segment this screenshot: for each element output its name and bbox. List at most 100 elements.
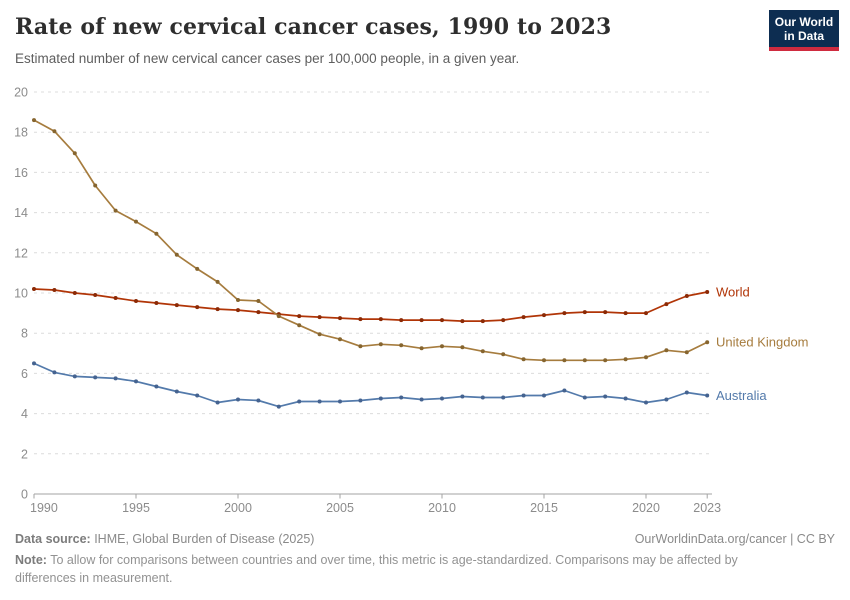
- world-point: [52, 288, 57, 292]
- chart-title: Rate of new cervical cancer cases, 1990 …: [15, 14, 612, 40]
- x-axis-tick-label: 1995: [122, 501, 150, 515]
- world-point: [623, 311, 628, 316]
- united-kingdom-point: [705, 340, 710, 345]
- united-kingdom-point: [338, 337, 342, 342]
- australia-point: [338, 399, 342, 404]
- australia-point: [72, 374, 77, 379]
- united-kingdom-point: [32, 118, 36, 123]
- world-point: [32, 287, 36, 291]
- world-point: [297, 314, 302, 319]
- owid-logo-line2: in Data: [783, 29, 824, 43]
- world-point: [113, 296, 118, 300]
- australia-point: [399, 395, 404, 400]
- australia-point: [317, 399, 322, 404]
- world-point: [358, 317, 363, 322]
- united-kingdom-label[interactable]: United Kingdom: [716, 335, 809, 350]
- united-kingdom-point: [480, 349, 485, 354]
- australia-point: [644, 400, 648, 405]
- australia-point: [684, 390, 689, 395]
- united-kingdom-point: [276, 314, 281, 319]
- united-kingdom-point: [378, 342, 383, 347]
- united-kingdom-point: [582, 358, 587, 363]
- australia-point: [134, 379, 138, 384]
- australia-point: [521, 393, 526, 398]
- data-source-text: IHME, Global Burden of Disease (2025): [90, 532, 315, 546]
- world-point: [521, 315, 526, 320]
- world-point: [684, 294, 689, 298]
- united-kingdom-point: [440, 344, 444, 349]
- x-axis-tick-label: 2010: [428, 501, 456, 515]
- world-point: [378, 317, 383, 322]
- y-axis-tick-label: 14: [14, 206, 28, 220]
- world-point: [134, 299, 138, 303]
- australia-point: [480, 395, 485, 400]
- australia-point: [276, 404, 281, 409]
- united-kingdom-point: [52, 129, 57, 134]
- australia-point: [419, 397, 424, 402]
- australia-point: [215, 400, 220, 405]
- world-point: [603, 310, 608, 315]
- united-kingdom-line[interactable]: [33, 119, 709, 362]
- united-kingdom-point: [603, 358, 608, 363]
- australia-point: [623, 396, 628, 401]
- australia-point: [378, 396, 383, 401]
- united-kingdom-point: [113, 208, 118, 213]
- australia-point: [562, 388, 567, 393]
- australia-point: [501, 395, 506, 400]
- x-axis-tick-label: 1990: [30, 501, 58, 515]
- citation-link[interactable]: OurWorldinData.org/cancer | CC BY: [634, 532, 835, 546]
- australia-label[interactable]: Australia: [716, 388, 767, 403]
- owid-logo[interactable]: Our World in Data: [769, 10, 839, 51]
- y-axis-tick-label: 8: [21, 327, 28, 341]
- united-kingdom-point: [521, 357, 526, 362]
- australia-point: [32, 361, 36, 366]
- note-line: Note: To allow for comparisons between c…: [15, 552, 749, 587]
- australia-point: [440, 396, 444, 401]
- y-axis-tick-label: 20: [14, 86, 28, 100]
- united-kingdom-point: [562, 358, 567, 363]
- united-kingdom-point: [501, 352, 506, 357]
- australia-line[interactable]: [33, 362, 709, 408]
- world-point: [644, 311, 648, 316]
- australia-point: [256, 398, 261, 403]
- united-kingdom-point: [317, 332, 322, 337]
- world-point: [501, 318, 506, 323]
- australia-point: [460, 394, 465, 399]
- united-kingdom-point: [358, 344, 363, 349]
- united-kingdom-point: [134, 219, 138, 224]
- y-axis-tick-label: 18: [14, 126, 28, 140]
- world-point: [93, 293, 98, 297]
- x-axis-tick-label: 2023: [693, 501, 721, 515]
- united-kingdom-point: [215, 279, 220, 284]
- united-kingdom-point: [623, 357, 628, 362]
- y-axis-tick-label: 16: [14, 166, 28, 180]
- australia-point: [358, 398, 363, 403]
- world-point: [460, 319, 465, 324]
- united-kingdom-point: [542, 358, 546, 363]
- australia-point: [705, 393, 710, 398]
- data-source-line: Data source: IHME, Global Burden of Dise…: [15, 531, 314, 549]
- united-kingdom-point: [664, 348, 669, 353]
- world-point: [317, 315, 322, 320]
- australia-point: [664, 397, 669, 402]
- australia-point: [236, 397, 240, 402]
- united-kingdom-point: [72, 151, 77, 156]
- australia-point: [52, 370, 57, 375]
- united-kingdom-point: [684, 350, 689, 355]
- world-point: [664, 302, 669, 307]
- world-line[interactable]: [33, 288, 709, 322]
- world-label[interactable]: World: [716, 284, 750, 299]
- world-point: [440, 318, 444, 323]
- world-point: [236, 308, 240, 313]
- australia-point: [582, 395, 587, 400]
- x-axis-tick-label: 2015: [530, 501, 558, 515]
- world-point: [582, 310, 587, 315]
- world-point: [195, 305, 200, 310]
- australia-point: [174, 389, 179, 394]
- world-point: [256, 310, 261, 315]
- united-kingdom-point: [154, 231, 159, 236]
- x-axis-tick-label: 2020: [632, 501, 660, 515]
- y-axis-tick-label: 0: [21, 488, 28, 502]
- united-kingdom-point: [460, 345, 465, 350]
